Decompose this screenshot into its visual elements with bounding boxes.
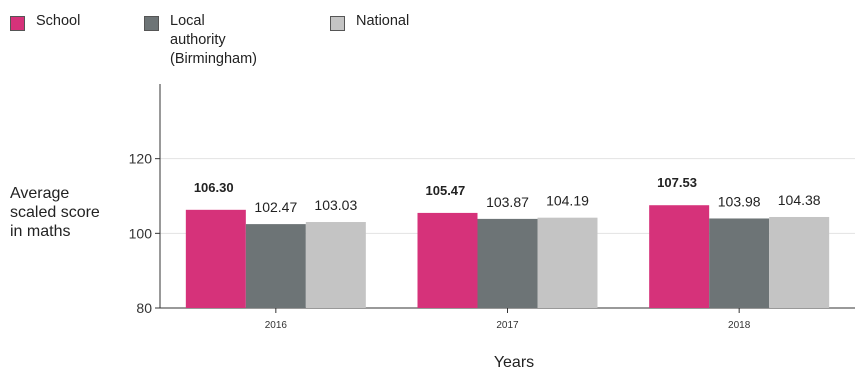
data-label: 104.19 [546,193,589,209]
data-label: 106.30 [194,180,234,195]
y-tick-label: 120 [129,151,153,167]
data-label: 103.87 [486,194,529,210]
legend-label-local-authority: Local authority (Birmingham) [170,13,258,67]
legend: School Local authority (Birmingham) Nati… [10,12,440,67]
bar [245,224,306,308]
data-label: 107.53 [657,175,697,190]
legend-swatch-school [10,16,25,31]
data-label: 102.47 [254,199,297,215]
bar [477,218,538,308]
x-axis-label: Years [494,354,534,371]
legend-label-national: National [356,13,410,29]
legend-swatch-national [330,16,345,31]
y-tick-label: 100 [129,225,153,241]
bar [305,222,366,308]
bar [537,217,598,308]
legend-label-school: School [36,13,81,29]
data-label: 105.47 [426,183,466,198]
x-tick-label: 2016 [265,320,288,331]
bar [649,205,710,308]
data-label: 103.98 [718,193,761,209]
bar [185,209,246,308]
bar [417,212,478,308]
bar [709,218,770,308]
x-tick-label: 2018 [728,320,751,331]
bar [769,216,830,308]
y-axis-label: Average scaled score in maths [10,185,100,240]
x-tick-label: 2017 [496,320,519,331]
data-label: 103.03 [314,197,357,213]
legend-swatch-local-authority [144,16,159,31]
y-tick-label: 80 [136,300,152,316]
data-label: 104.38 [778,192,821,208]
